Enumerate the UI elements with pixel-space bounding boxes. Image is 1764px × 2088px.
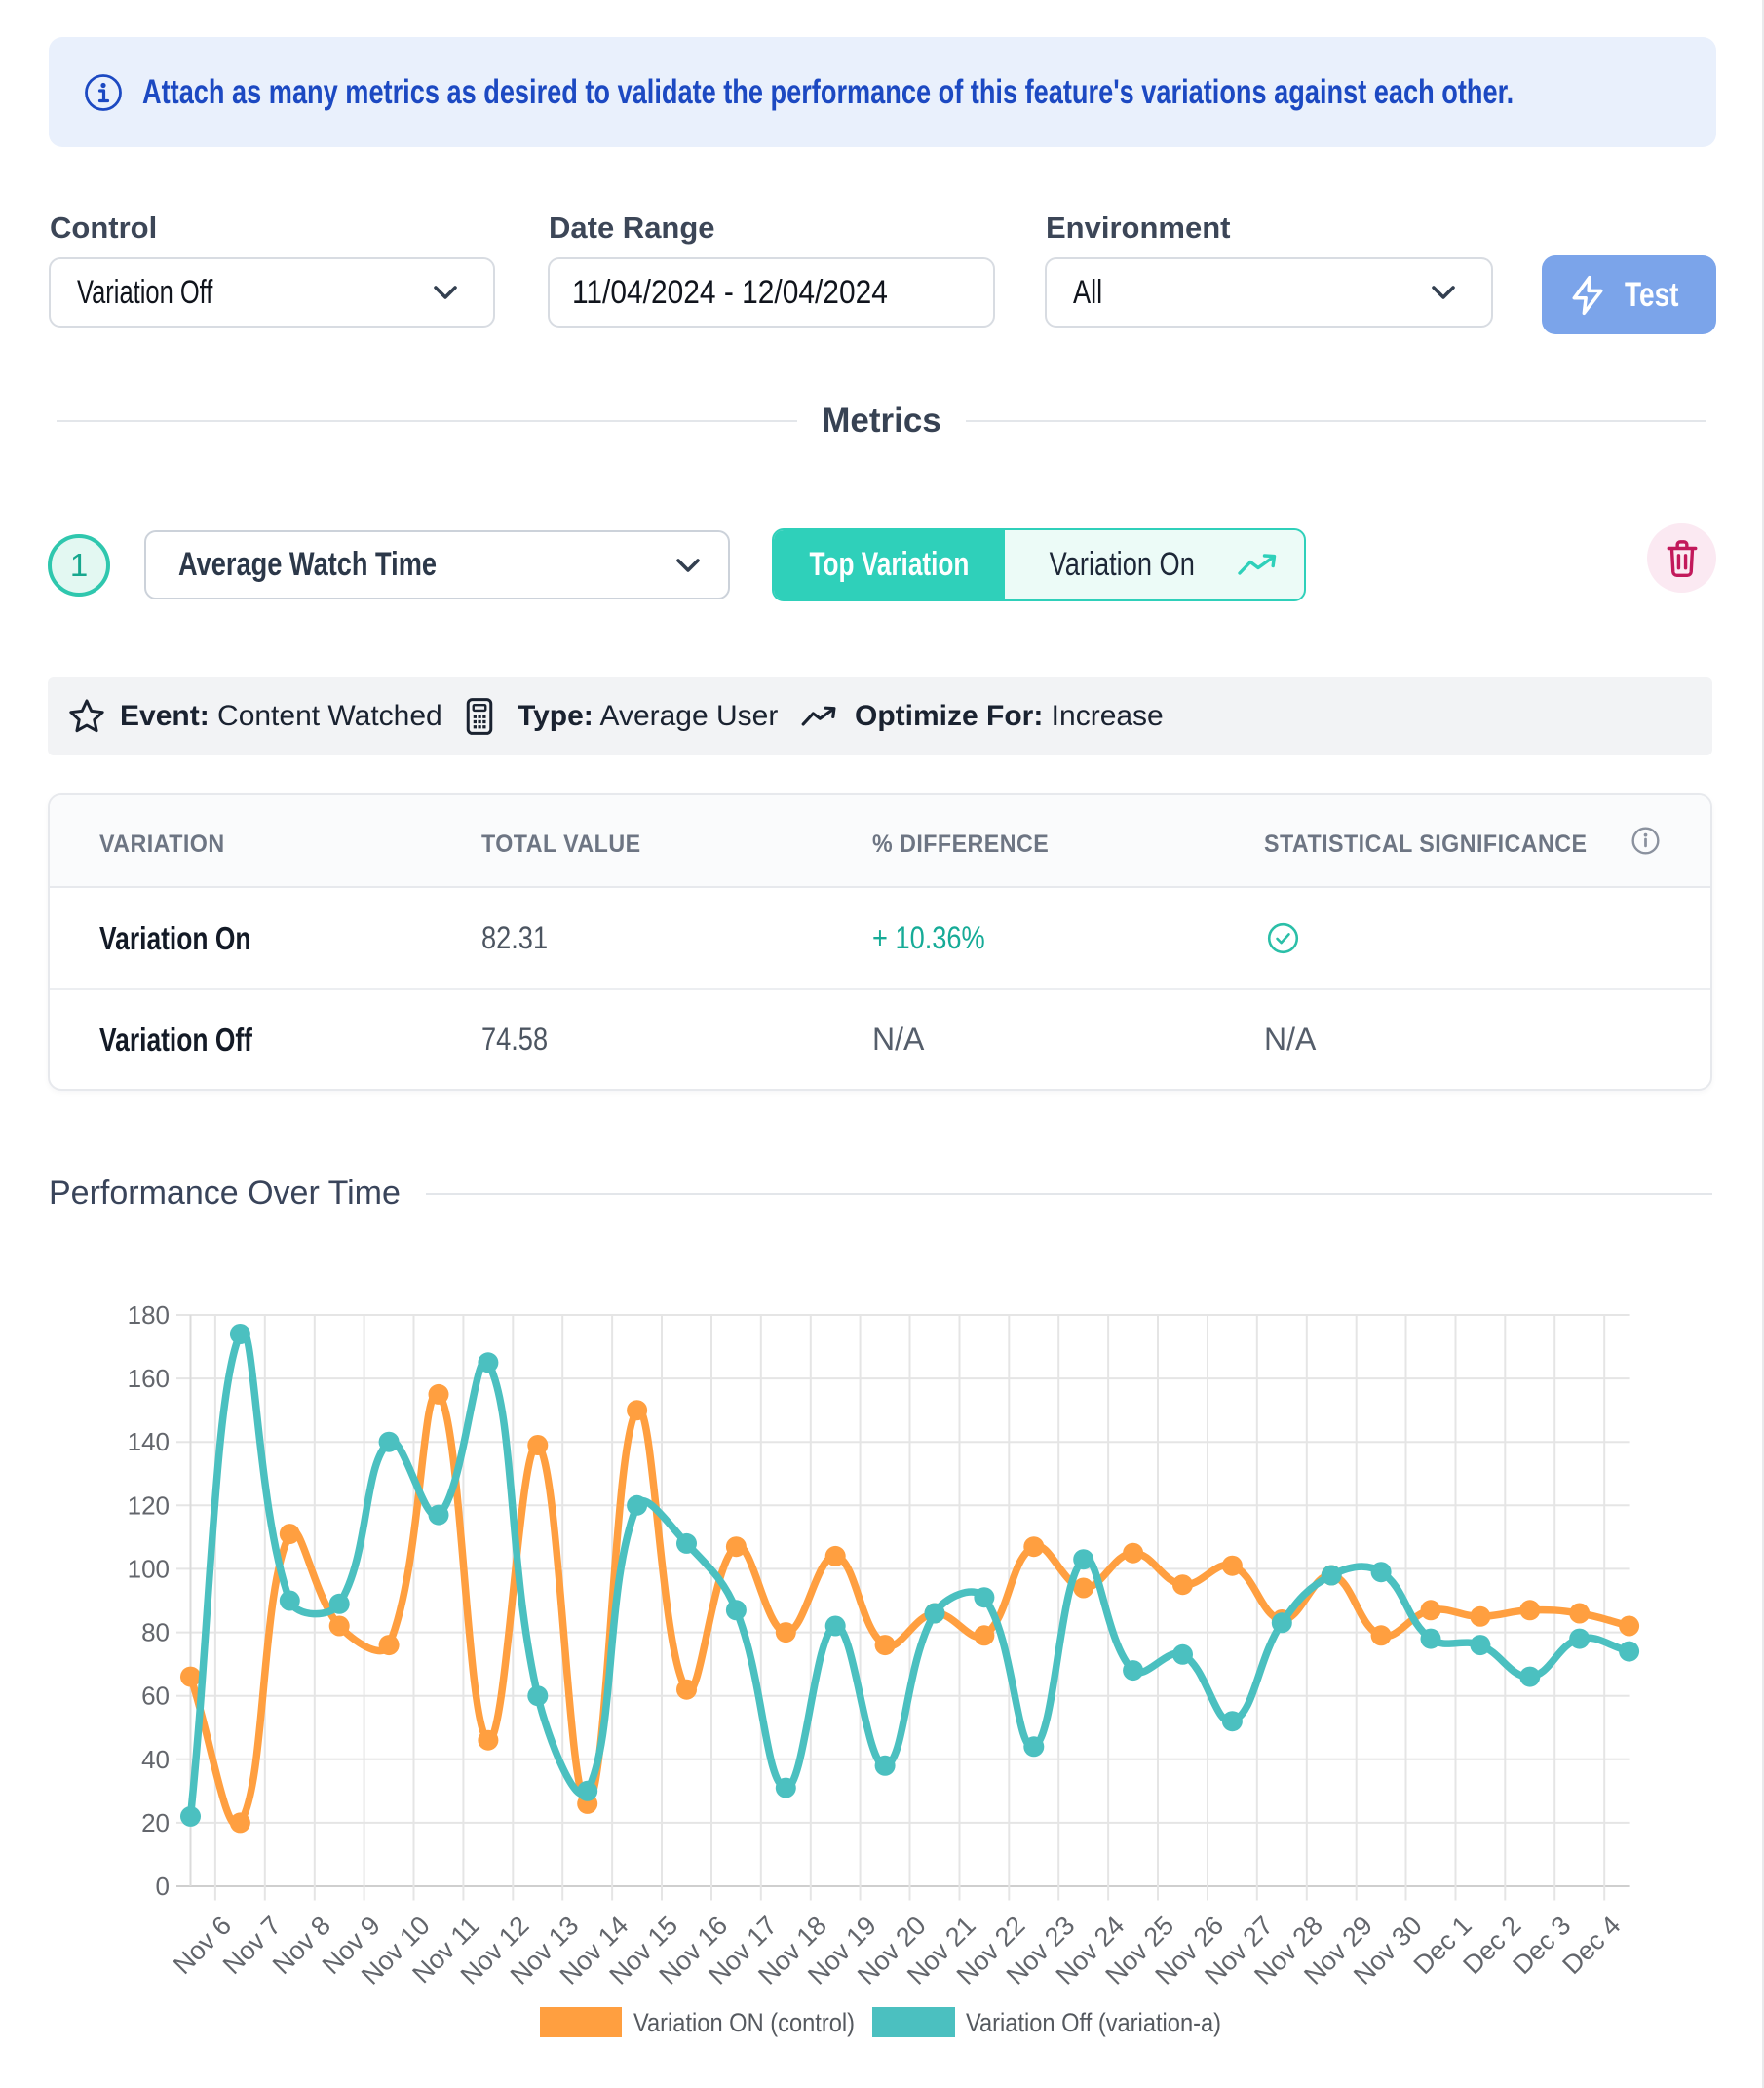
svg-text:40: 40 <box>141 1745 170 1774</box>
svg-text:140: 140 <box>128 1427 170 1456</box>
svg-text:Variation Off (variation-a): Variation Off (variation-a) <box>966 2008 1221 2037</box>
svg-text:160: 160 <box>128 1364 170 1393</box>
svg-text:Dec 4: Dec 4 <box>1556 1911 1626 1980</box>
svg-text:20: 20 <box>141 1808 170 1837</box>
svg-text:0: 0 <box>156 1872 170 1901</box>
svg-text:Variation ON (control): Variation ON (control) <box>633 2008 855 2037</box>
svg-text:120: 120 <box>128 1490 170 1520</box>
svg-text:100: 100 <box>128 1554 170 1583</box>
svg-text:180: 180 <box>128 1300 170 1330</box>
svg-text:80: 80 <box>141 1618 170 1647</box>
svg-text:60: 60 <box>141 1682 170 1711</box>
